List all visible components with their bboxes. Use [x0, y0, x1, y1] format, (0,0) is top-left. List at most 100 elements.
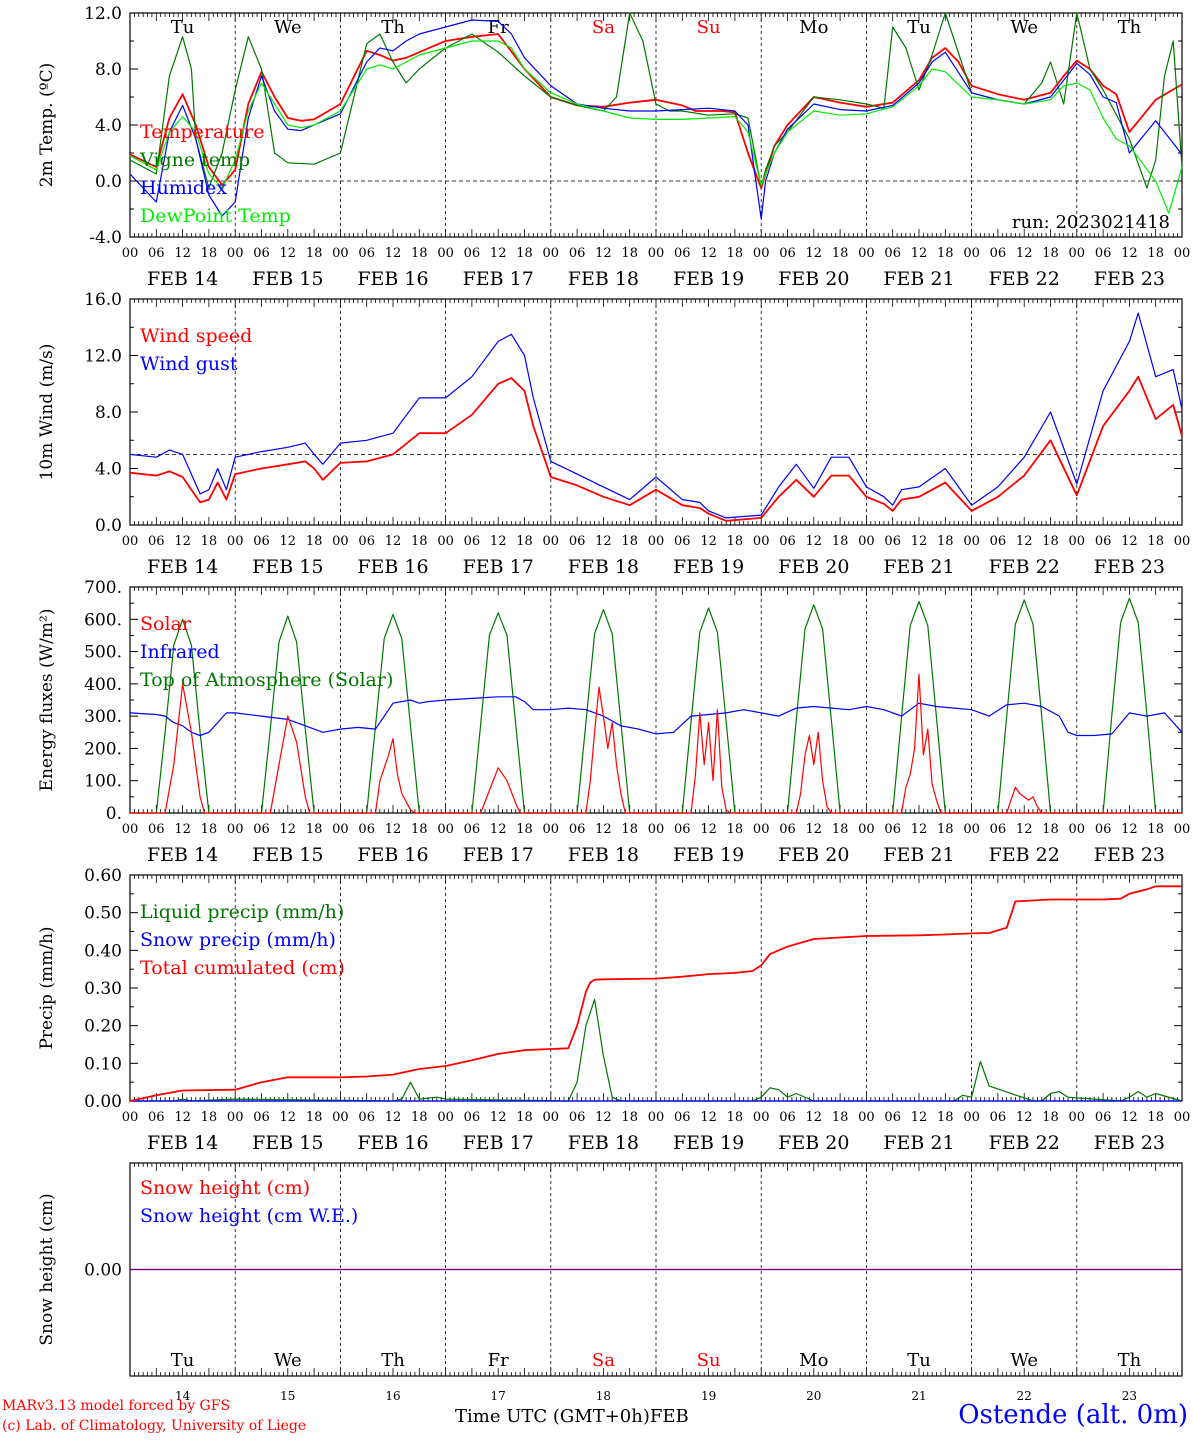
hour-tick-label: 12 [806, 1110, 823, 1125]
weekday-label: Tu [907, 17, 931, 38]
date-label: FEB 18 [568, 1132, 639, 1154]
hour-tick-label: 06 [884, 246, 901, 261]
day-number-label: 21 [911, 1389, 926, 1403]
legend-entry: Top of Atmosphere (Solar) [140, 669, 393, 691]
hour-tick-label: 00 [437, 534, 454, 549]
hour-tick-label: 12 [385, 1110, 402, 1125]
date-label: FEB 20 [778, 844, 849, 866]
hour-tick-label: 12 [595, 822, 612, 837]
date-label: FEB 17 [463, 556, 534, 578]
weekday-label: Fr [488, 17, 509, 38]
date-label: FEB 23 [1094, 556, 1165, 578]
hour-tick-label: 18 [201, 822, 218, 837]
y-tick-label: 600. [84, 610, 122, 630]
hour-tick-label: 06 [358, 822, 375, 837]
hour-tick-label: 18 [937, 246, 954, 261]
hour-tick-label: 00 [1174, 1110, 1191, 1125]
y-tick-label: 0.00 [84, 1261, 122, 1281]
hour-tick-label: 18 [1147, 822, 1164, 837]
date-label: FEB 16 [357, 556, 428, 578]
hour-tick-label: 06 [674, 246, 691, 261]
legend-entry: Snow precip (mm/h) [140, 929, 336, 951]
date-label: FEB 18 [568, 556, 639, 578]
hour-tick-label: 00 [227, 1110, 244, 1125]
y-axis-label: Snow height (cm) [37, 1193, 57, 1345]
y-tick-label: 8.0 [95, 60, 122, 80]
hour-tick-label: 06 [569, 1110, 586, 1125]
hour-tick-label: 00 [963, 534, 980, 549]
legend-entry: Snow height (cm) [140, 1177, 310, 1199]
hour-tick-label: 00 [648, 822, 665, 837]
hour-tick-label: 06 [884, 1110, 901, 1125]
series-line-wind-speed [129, 375, 1183, 522]
weekday-label: Su [697, 1350, 721, 1371]
hour-tick-label: 18 [1042, 1110, 1059, 1125]
day-number-label: 23 [1122, 1389, 1137, 1403]
hour-tick-label: 00 [858, 822, 875, 837]
legend-entry: Wind speed [140, 325, 252, 347]
hour-tick-label: 00 [1069, 1110, 1086, 1125]
hour-tick-label: 12 [280, 246, 297, 261]
hour-tick-label: 00 [963, 1110, 980, 1125]
date-label: FEB 14 [147, 1132, 218, 1154]
hour-tick-label: 12 [280, 1110, 297, 1125]
hour-tick-label: 00 [648, 246, 665, 261]
panel-temp: -4.0 0.0 4.0 8.0 12.0 2m Temp. (ºC) 00 06 12 18 00… [37, 4, 1190, 290]
hour-tick-label: 00 [858, 534, 875, 549]
y-tick-label: 0.50 [84, 904, 122, 924]
hour-tick-label: 18 [832, 246, 849, 261]
y-tick-label: 8.0 [95, 403, 122, 423]
y-tick-label: 700. [84, 578, 122, 598]
date-label: FEB 20 [778, 1132, 849, 1154]
date-label: FEB 16 [357, 268, 428, 290]
hour-tick-label: 18 [621, 534, 638, 549]
hour-tick-label: 12 [1016, 1110, 1033, 1125]
weekday-label: We [1010, 17, 1038, 38]
hour-tick-label: 06 [253, 822, 270, 837]
weekday-label: Th [1118, 17, 1142, 38]
hour-tick-label: 00 [1069, 246, 1086, 261]
date-label: FEB 22 [989, 268, 1060, 290]
hour-tick-label: 00 [332, 822, 349, 837]
legend-entry: Total cumulated (cm) [140, 957, 345, 979]
date-label: FEB 21 [883, 556, 954, 578]
hour-tick-label: 18 [727, 246, 744, 261]
hour-tick-label: 00 [858, 1110, 875, 1125]
hour-tick-label: 18 [1147, 1110, 1164, 1125]
hour-tick-label: 12 [700, 534, 717, 549]
y-tick-label: 4.0 [95, 116, 122, 136]
hour-tick-label: 06 [464, 1110, 481, 1125]
y-tick-label: -4.0 [89, 228, 122, 248]
hour-tick-label: 00 [122, 1110, 139, 1125]
hour-tick-label: 12 [700, 1110, 717, 1125]
day-number-label: 14 [175, 1389, 191, 1403]
model-credit: MARv3.13 model forced by GFS [2, 1398, 231, 1414]
hour-tick-label: 18 [516, 1110, 533, 1125]
hour-tick-label: 18 [306, 1110, 323, 1125]
hour-tick-label: 18 [621, 1110, 638, 1125]
hour-tick-label: 18 [1042, 246, 1059, 261]
series-line-dewpoint-temp [129, 40, 1183, 214]
date-label: FEB 14 [147, 268, 218, 290]
day-number-label: 18 [596, 1389, 611, 1403]
legend-entry: Humidex [140, 177, 227, 199]
hour-tick-label: 06 [779, 1110, 796, 1125]
weekday-label: Sa [592, 1350, 615, 1371]
hour-tick-label: 18 [727, 822, 744, 837]
date-label: FEB 20 [778, 556, 849, 578]
hour-tick-label: 12 [911, 246, 928, 261]
y-tick-label: 12.0 [84, 347, 122, 367]
hour-tick-label: 18 [832, 1110, 849, 1125]
hour-tick-label: 12 [385, 822, 402, 837]
hour-tick-label: 12 [911, 534, 928, 549]
hour-tick-label: 06 [674, 1110, 691, 1125]
hour-tick-label: 18 [937, 822, 954, 837]
date-label: FEB 15 [252, 844, 323, 866]
hour-tick-label: 06 [569, 822, 586, 837]
hour-tick-label: 00 [648, 534, 665, 549]
hour-tick-label: 18 [621, 246, 638, 261]
hour-tick-label: 06 [358, 534, 375, 549]
hour-tick-label: 18 [201, 534, 218, 549]
y-axis-label: Energy fluxes (W/m²) [37, 609, 57, 792]
